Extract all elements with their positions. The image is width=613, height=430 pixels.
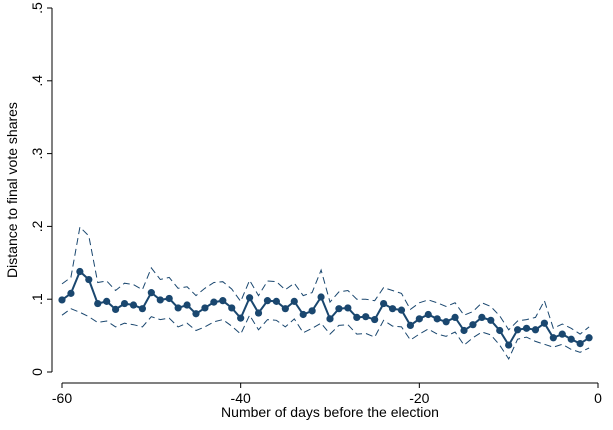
data-point: [317, 293, 325, 301]
x-axis-ticks: -60 -40 -20 0: [52, 383, 602, 406]
data-point: [362, 313, 370, 321]
data-point: [165, 294, 173, 303]
data-point: [192, 310, 200, 318]
data-point: [540, 319, 549, 327]
data-point: [469, 321, 477, 329]
data-point: [290, 297, 298, 305]
data-point: [228, 304, 236, 312]
data-point: [514, 326, 522, 334]
data-point: [219, 297, 227, 305]
data-point: [156, 296, 164, 304]
data-point: [201, 304, 209, 312]
x-tick-label: -60: [52, 390, 72, 406]
data-point: [183, 301, 191, 309]
data-point: [585, 334, 593, 342]
y-tick-label: 0: [29, 368, 45, 376]
x-tick-label: 0: [594, 390, 602, 406]
data-point: [112, 305, 120, 313]
ci-bound-line: [61, 226, 590, 335]
y-axis-title: Distance to final vote shares: [4, 102, 20, 278]
data-point: [254, 309, 263, 317]
y-axis-ticks: 0 .1 .2 .3 .4 .5: [29, 2, 52, 376]
data-point: [120, 299, 129, 308]
data-point: [433, 315, 441, 323]
axes: 0 .1 .2 .3 .4 .5 -60 -40 -20 0: [29, 2, 602, 406]
ci-bound-line: [61, 308, 590, 360]
data-point: [281, 305, 289, 313]
data-point: [129, 301, 138, 309]
data-point: [263, 297, 272, 305]
data-point: [174, 304, 182, 312]
data-point: [103, 297, 111, 305]
data-point: [344, 304, 352, 312]
data-point: [371, 315, 379, 324]
data-point: [496, 326, 504, 335]
y-tick-label: .1: [29, 293, 45, 305]
x-axis-title: Number of days before the election: [221, 404, 439, 420]
data-point: [308, 307, 316, 315]
data-point: [67, 289, 75, 297]
data-point: [380, 299, 388, 308]
y-tick-label: .4: [29, 75, 45, 87]
data-point: [388, 305, 397, 313]
x-tick-label: -40: [231, 390, 251, 406]
data-point: [138, 305, 146, 313]
data-point: [415, 315, 423, 323]
data-point: [397, 306, 406, 314]
data-point: [424, 310, 432, 319]
data-point: [58, 296, 66, 304]
data-point: [549, 334, 557, 342]
data-point: [76, 267, 84, 276]
data-point: [326, 315, 334, 323]
y-tick-label: .3: [29, 148, 45, 160]
data-point: [237, 314, 245, 322]
y-tick-label: .5: [29, 2, 45, 14]
data-point: [406, 321, 414, 330]
data-point: [487, 316, 495, 324]
data-point: [567, 335, 575, 343]
x-tick-label: -20: [409, 390, 429, 406]
data-point: [442, 318, 450, 326]
data-point: [147, 289, 155, 297]
data-point: [478, 313, 486, 321]
data-point: [558, 330, 566, 338]
data-point: [451, 313, 459, 321]
data-point: [299, 310, 307, 319]
data-point: [246, 294, 254, 302]
y-tick-label: .2: [29, 220, 45, 232]
series-layer: [58, 226, 593, 360]
data-point: [505, 341, 513, 349]
data-point: [85, 275, 93, 284]
data-point: [522, 324, 531, 332]
data-point: [210, 298, 218, 306]
data-point: [94, 299, 102, 308]
data-point: [335, 305, 343, 313]
data-point: [460, 326, 468, 335]
data-point: [272, 297, 280, 305]
data-point: [531, 326, 540, 334]
data-point: [353, 313, 361, 321]
data-point: [576, 340, 584, 348]
